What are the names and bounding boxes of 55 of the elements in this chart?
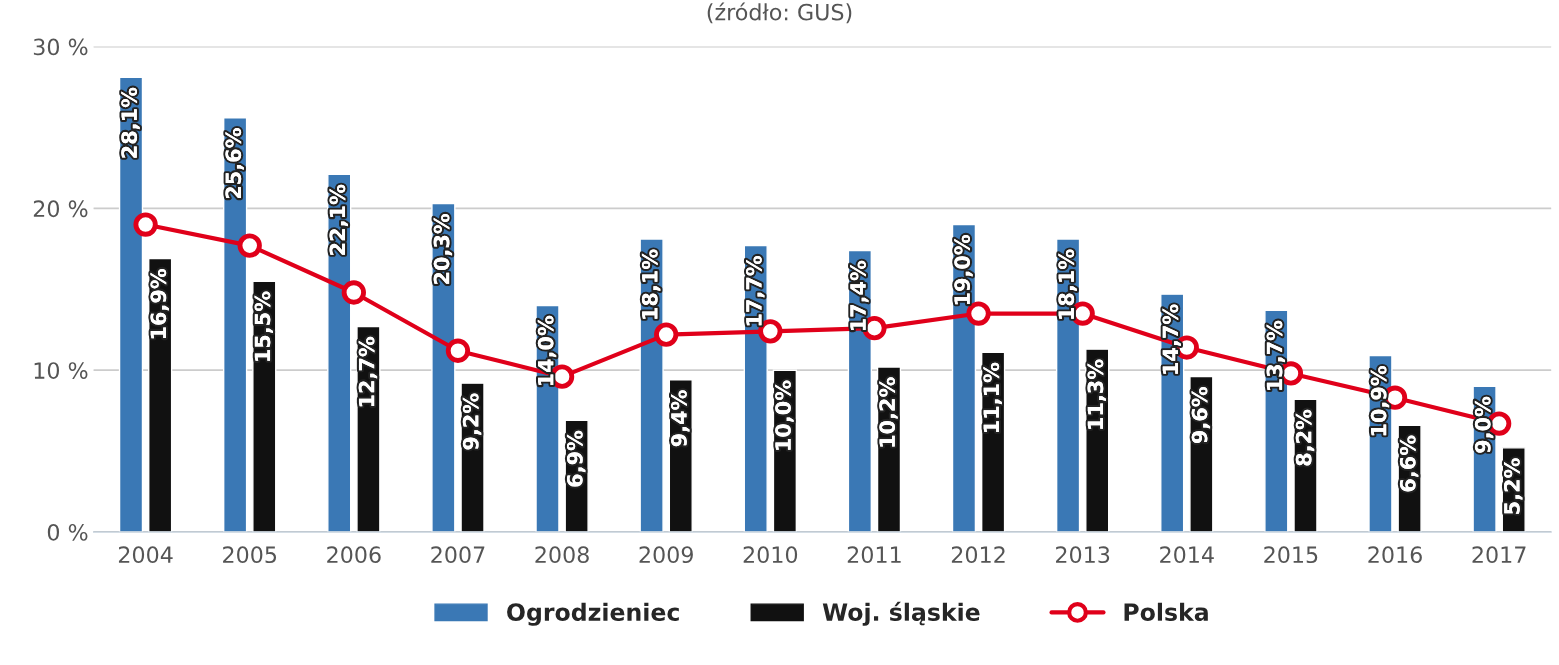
x-tick-label: 2016 <box>1368 546 1422 564</box>
data-label: 11,3% <box>1087 359 1106 429</box>
x-tick-label: 2017 <box>1472 546 1526 564</box>
data-label: 17,7% <box>746 255 765 326</box>
data-label: 8,2% <box>1295 409 1315 466</box>
data-label: 9,0% <box>1474 396 1494 453</box>
point <box>133 212 158 237</box>
x-tick-label: 2006 <box>327 546 381 564</box>
x-tick-label: 2012 <box>951 546 1005 564</box>
x-tick-label: 2004 <box>118 546 173 564</box>
data-label: 16,9% <box>150 268 169 339</box>
data-label: 6,6% <box>1399 435 1419 492</box>
data-label: 15,5% <box>254 291 273 361</box>
legend-label: Ogrodzieniec <box>507 602 679 626</box>
data-label: 19,0% <box>954 234 973 305</box>
data-label: 18,1% <box>1058 249 1077 319</box>
legend-label: Woj. śląskie <box>822 601 980 626</box>
data-label: 10,2% <box>879 377 898 447</box>
point <box>445 338 471 363</box>
data-label: 14,0% <box>537 315 557 386</box>
data-label: 10,9% <box>1370 365 1390 436</box>
data-label: 14,7% <box>1162 304 1181 374</box>
y-tick-label: 0 % <box>47 523 88 541</box>
data-label: 5,2% <box>1504 458 1523 514</box>
data-label: 20,3% <box>433 213 453 284</box>
legend-label: Polska <box>1124 602 1208 622</box>
data-label: 6,9% <box>566 430 586 487</box>
data-label: 22,1% <box>329 184 348 255</box>
data-label: 25,6% <box>225 128 244 199</box>
point <box>237 233 262 258</box>
x-tick-label: 2011 <box>847 546 901 564</box>
data-label: 9,4% <box>671 390 690 447</box>
x-tick-label: 2008 <box>535 546 589 564</box>
data-label: 12,7% <box>358 336 378 407</box>
x-tick-label: 2010 <box>743 546 798 564</box>
chart-subtitle: (źródło: GUS) <box>707 2 852 24</box>
data-label: 18,1% <box>641 249 661 319</box>
data-label: 9,2% <box>462 393 482 450</box>
x-tick-label: 2009 <box>639 546 693 564</box>
data-label: 13,7% <box>1266 320 1286 390</box>
y-tick-label: 30 % <box>33 38 88 56</box>
x-tick-label: 2014 <box>1160 546 1214 564</box>
point <box>341 280 366 305</box>
y-tick-label: 20 % <box>33 200 88 218</box>
point <box>654 322 679 347</box>
data-label: 9,6% <box>1191 387 1211 444</box>
data-label: 10,0% <box>775 380 794 450</box>
x-tick-label: 2013 <box>1056 546 1110 564</box>
data-label: 28,1% <box>121 87 140 158</box>
data-label: 17,4% <box>850 260 869 331</box>
x-tick-label: 2005 <box>223 546 277 564</box>
x-tick-label: 2015 <box>1264 546 1318 564</box>
data-label: 11,1% <box>983 362 1002 433</box>
x-tick-label: 2007 <box>431 546 485 564</box>
y-tick-label: 10 % <box>34 362 88 379</box>
